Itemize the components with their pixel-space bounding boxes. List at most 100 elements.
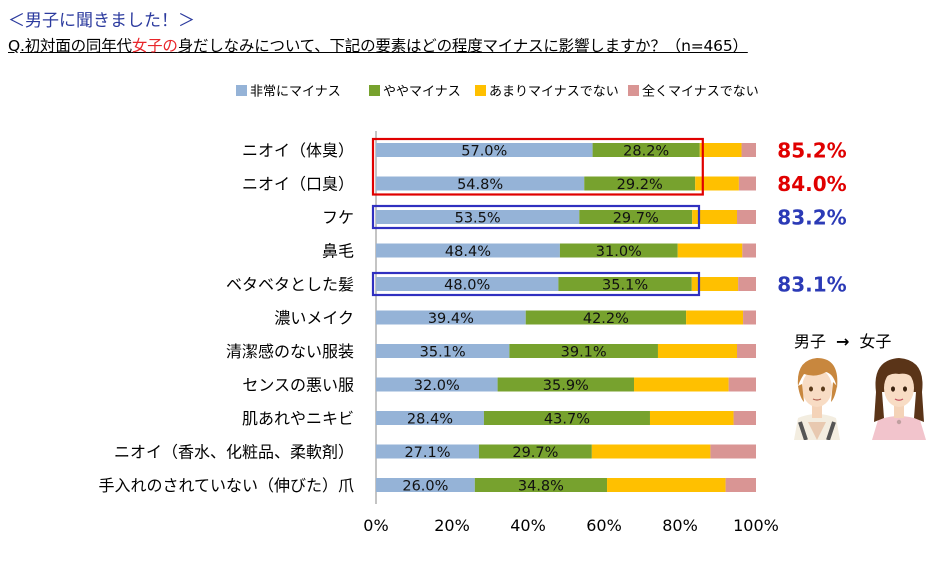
data-label: 39.4% (428, 311, 474, 327)
bar-segment (710, 444, 756, 459)
category-label: 肌あれやニキビ (242, 409, 354, 428)
bar-segment (607, 478, 726, 492)
total-label: 83.2% (777, 206, 846, 230)
data-label: 35.1% (602, 278, 648, 294)
question-prefix: Q.初対面の同年代 (8, 37, 132, 55)
data-label: 27.1% (404, 445, 450, 461)
data-label: 29.2% (617, 177, 663, 193)
category-label: フケ (322, 208, 354, 227)
bar-segment (742, 243, 756, 258)
total-label: 83.1% (777, 273, 846, 297)
x-tick-label: 60% (586, 516, 622, 535)
bar-segment (376, 176, 585, 191)
bar-segment (649, 411, 734, 425)
highlight-box (371, 137, 704, 196)
category-label: ベタベタとした髪 (226, 275, 354, 294)
bar-segment (695, 176, 739, 191)
x-tick-label: 40% (510, 516, 546, 535)
bar-segment (691, 277, 739, 291)
gender-direction-label: 男子 → 女子 (794, 328, 891, 352)
bar-segment (692, 210, 737, 224)
male-avatar-icon (794, 358, 840, 440)
bar-segment (657, 344, 737, 358)
bar-segment (592, 143, 700, 157)
legend-swatch (475, 85, 486, 96)
legend-swatch (236, 85, 247, 96)
legend-label: ややマイナス (383, 85, 461, 100)
category-label: 濃いメイク (274, 309, 354, 328)
x-tick-label: 0% (363, 516, 388, 535)
highlight-box (371, 204, 701, 230)
total-label: 85.2% (777, 139, 846, 163)
category-label: 鼻毛 (322, 242, 354, 261)
x-tick-label: 80% (662, 516, 698, 535)
data-label: 54.8% (457, 177, 503, 193)
data-label: 26.0% (402, 479, 448, 495)
bar-segment (478, 444, 592, 459)
data-label: 48.4% (445, 244, 491, 260)
bar-segment (376, 377, 498, 392)
category-label: ニオイ（口臭） (242, 175, 354, 194)
legend-swatch (628, 85, 639, 96)
data-label: 29.7% (613, 211, 659, 227)
bar-segment (509, 344, 658, 358)
question-suffix: 身だしなみについて、下記の要素はどの程度マイナスに影響しますか？（n=465） (177, 37, 748, 55)
bar-segment (525, 310, 687, 325)
header-tag: ＜男子に聞きました！＞ (8, 11, 195, 31)
bar-segment (376, 444, 479, 459)
bar-segment (376, 478, 475, 492)
data-label: 28.4% (407, 412, 453, 428)
legend-label: 全くマイナスでない (642, 84, 759, 100)
data-label: 34.8% (518, 479, 564, 495)
category-label: センスの悪い服 (242, 376, 354, 395)
bar-segment (376, 310, 526, 325)
data-label: 42.2% (583, 311, 629, 327)
legend-swatch (369, 85, 380, 96)
bar-segment (376, 210, 580, 224)
question-title: Q.初対面の同年代女子の身だしなみについて、下記の要素はどの程度マイナスに影響し… (8, 34, 748, 56)
data-label: 32.0% (414, 378, 460, 394)
x-tick-label: 20% (434, 516, 470, 535)
question-highlight: 女子の (131, 37, 178, 55)
female-avatar-icon (872, 358, 926, 440)
data-label: 48.0% (444, 278, 490, 294)
bar-segment (741, 143, 756, 157)
bar-segment (634, 377, 729, 392)
bar-segment (686, 310, 744, 325)
bar-segment (483, 411, 650, 425)
category-label: 清潔感のない服装 (226, 342, 354, 361)
bar-segment (699, 143, 742, 157)
bar-segment (376, 344, 510, 358)
bar-segment (743, 310, 756, 325)
category-label: ニオイ（体臭） (242, 141, 354, 160)
bar-segment (376, 143, 593, 157)
data-label: 39.1% (561, 345, 607, 361)
data-label: 43.7% (544, 412, 590, 428)
bar-segment (558, 277, 692, 291)
bar-segment (677, 243, 743, 258)
bar-segment (376, 243, 560, 258)
data-label: 35.1% (420, 345, 466, 361)
bar-segment (579, 210, 693, 224)
data-label: 35.9% (543, 378, 589, 394)
bar-segment (474, 478, 608, 492)
bar-segment (738, 176, 756, 191)
bar-segment (737, 344, 756, 358)
category-label: 手入れのされていない（伸びた）爪 (98, 476, 354, 495)
category-label: ニオイ（香水、化粧品、柔軟剤） (114, 443, 354, 462)
data-label: 28.2% (623, 144, 669, 160)
data-label: 31.0% (596, 244, 642, 260)
bar-segment (728, 377, 756, 392)
bar-segment (725, 478, 756, 492)
from-gender-label: 男子 (794, 332, 827, 351)
bar-segment (591, 444, 711, 459)
bar-segment (584, 176, 696, 191)
data-label: 53.5% (455, 211, 501, 227)
total-label: 84.0% (777, 172, 846, 196)
legend-label: 非常にマイナス (250, 85, 341, 100)
bar-segment (738, 277, 756, 291)
bar-segment (376, 277, 559, 291)
bar-segment (376, 411, 484, 425)
x-tick-label: 100% (733, 516, 779, 535)
